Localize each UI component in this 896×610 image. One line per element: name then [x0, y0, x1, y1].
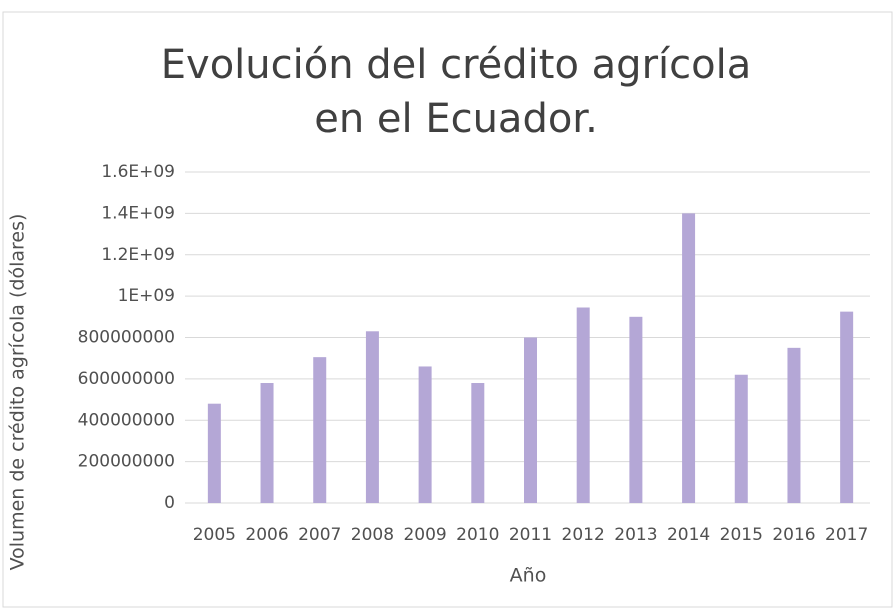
bar: [524, 337, 537, 503]
x-tick-label: 2005: [193, 525, 236, 545]
x-tick-label: 2010: [456, 525, 499, 545]
x-axis-label: Año: [510, 565, 547, 587]
x-tick-label: 2014: [667, 525, 710, 545]
bar: [418, 366, 432, 503]
x-tick-label: 2011: [509, 525, 552, 545]
chart-border: [2, 11, 893, 608]
x-tick-label: 2008: [351, 525, 394, 545]
x-tick-label: 2007: [298, 525, 341, 545]
x-tick-label: 2016: [772, 525, 815, 545]
bar: [682, 213, 696, 503]
y-tick-label: 800000000: [78, 328, 175, 348]
x-tick-label: 2006: [245, 525, 288, 545]
x-tick-label: 2013: [614, 525, 657, 545]
bar: [576, 307, 590, 503]
y-tick-label: 1.4E+09: [101, 203, 175, 223]
bar: [471, 383, 485, 503]
bar: [207, 403, 221, 503]
y-tick-label: 1.2E+09: [101, 245, 175, 265]
x-tick-label: 2012: [562, 525, 605, 545]
y-tick-label: 1.6E+09: [101, 162, 175, 182]
bar: [629, 316, 643, 503]
y-tick-label: 0: [164, 493, 175, 513]
y-tick-label: 400000000: [78, 410, 175, 430]
y-tick-label: 200000000: [78, 452, 175, 472]
y-axis-label: Volumen de crédito agrícola (dólares): [7, 214, 29, 571]
x-tick-label: 2017: [825, 525, 868, 545]
x-tick-label: 2015: [720, 525, 763, 545]
y-tick-label: 1E+09: [118, 286, 175, 306]
y-tick-label: 600000000: [78, 369, 175, 389]
bar: [365, 331, 379, 503]
bar: [787, 347, 801, 503]
x-tick-label: 2009: [403, 525, 446, 545]
bar: [313, 357, 327, 503]
bar: [260, 383, 274, 503]
chart-title: Evolución del crédito agrícola en el Ecu…: [160, 42, 752, 142]
bar: [840, 311, 854, 503]
bar: [734, 374, 748, 503]
